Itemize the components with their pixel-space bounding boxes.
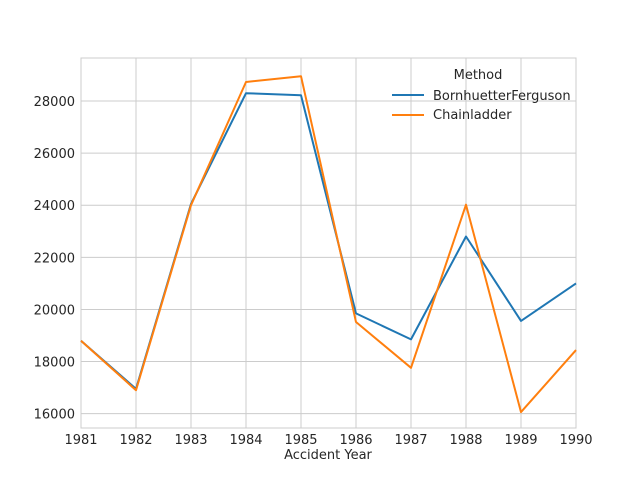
legend-title: Method [454,68,503,83]
x-tick-label: 1990 [559,433,592,448]
x-tick-label: 1984 [229,433,262,448]
series-lines [80,75,577,414]
x-tick-label: 1987 [394,433,427,448]
y-tick-label: 24000 [34,199,75,214]
y-tick-label: 16000 [34,408,75,423]
x-axis-label: Accident Year [284,448,372,463]
legend-label-chainladder: Chainladder [433,108,512,123]
y-tick-label: 22000 [34,251,75,266]
y-tick-label: 26000 [34,147,75,162]
x-tick-label: 1982 [119,433,152,448]
legend: Method BornhuetterFerguson Chainladder [392,68,571,123]
y-tick-label: 20000 [34,303,75,318]
series-line-chainladder [80,75,577,414]
y-tick-label: 28000 [34,95,75,110]
x-tick-label: 1983 [174,433,207,448]
x-tick-label: 1989 [504,433,537,448]
legend-label-bornhuetterferguson: BornhuetterFerguson [433,89,571,104]
y-tick-label: 18000 [34,356,75,371]
x-tick-label: 1986 [339,433,372,448]
x-tick-label: 1985 [284,433,317,448]
tick-labels: 1981 1982 1983 1984 1985 1986 1987 1988 1989 1990… [34,95,593,448]
x-tick-label: 1988 [449,433,482,448]
series-line-bornhuetterferguson [80,92,577,390]
x-tick-label: 1981 [64,433,97,448]
plot-frame [80,57,577,429]
